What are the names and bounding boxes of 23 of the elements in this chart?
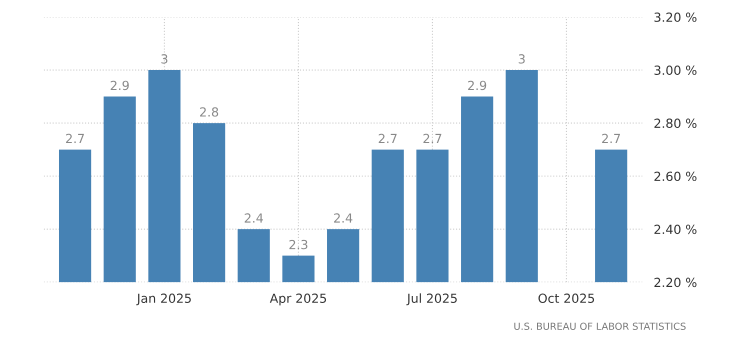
data-label: 2.7: [66, 134, 84, 144]
data-label: 2.7: [423, 134, 442, 144]
data-label: 2.9: [468, 80, 486, 90]
y-tick-label: 3.00 %: [654, 66, 697, 75]
data-label: 2.8: [200, 107, 218, 117]
data-label: 2.9: [110, 80, 129, 90]
x-tick-label: Jul 2025: [406, 293, 457, 306]
data-label: 2.7: [378, 134, 397, 144]
x-tick-label: Oct 2025: [538, 294, 594, 303]
text: U.S. BUREAU OF LABOR STATISTICS: [514, 322, 686, 330]
x-tick-label: Apr 2025: [270, 294, 326, 306]
y-tick-label: 2.80 %: [654, 118, 697, 128]
y-tick-label: 3.20 %: [654, 12, 697, 22]
data-label: 2.3: [289, 240, 308, 250]
data-label: 2.4: [244, 213, 263, 223]
y-tick-label: 2.20 %: [654, 278, 697, 288]
x-tick-label: Jan 2025: [136, 294, 191, 306]
data-label: 3: [161, 54, 168, 64]
data-label: 2.7: [602, 134, 620, 144]
data-label: 2.4: [334, 213, 352, 223]
y-tick-label: 2.40 %: [654, 224, 697, 234]
data-label: 3: [518, 54, 525, 64]
y-tick-label: 2.60 %: [654, 172, 697, 182]
